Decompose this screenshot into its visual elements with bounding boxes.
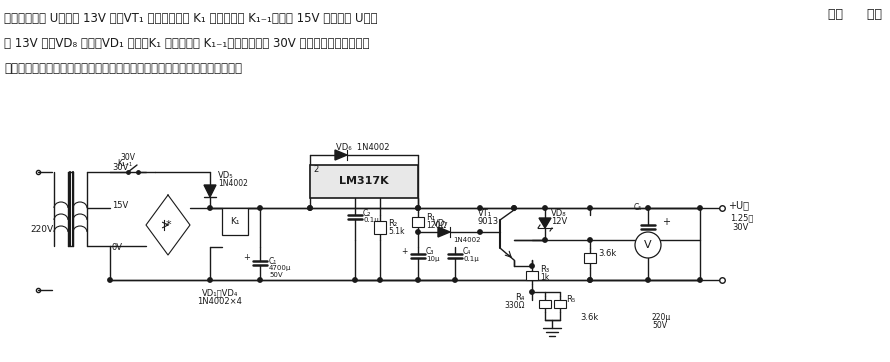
Bar [412, 217, 424, 227]
Circle shape [377, 278, 382, 282]
Text: V: V [644, 240, 651, 250]
Bar [554, 300, 566, 308]
Text: R₃: R₃ [540, 265, 549, 274]
Text: VD₈: VD₈ [551, 209, 567, 218]
Text: VT₁: VT₁ [478, 210, 492, 219]
Circle shape [258, 278, 263, 282]
Text: 的电路中，当 U。小于 13V 时，VT₁ 截止，继电器 K₁ 释放，触点 K₁₋₁与交流 15V 连接；当 U。大: 的电路中，当 U。小于 13V 时，VT₁ 截止，继电器 K₁ 释放，触点 K₁… [4, 12, 377, 25]
Circle shape [543, 206, 547, 210]
Text: 在图      所示: 在图 所示 [828, 8, 882, 21]
Text: R₅: R₅ [566, 295, 575, 304]
Circle shape [478, 206, 482, 210]
Text: 1N4002: 1N4002 [453, 237, 481, 243]
Text: 0.1μ: 0.1μ [363, 217, 379, 223]
Text: 15V: 15V [112, 201, 128, 210]
Text: 1.25～: 1.25～ [730, 214, 753, 223]
Text: 1k: 1k [540, 274, 549, 282]
Text: C₅: C₅ [634, 203, 642, 212]
Text: 3.6k: 3.6k [580, 313, 598, 323]
Circle shape [587, 278, 592, 282]
Circle shape [207, 278, 212, 282]
Text: 50V: 50V [652, 321, 667, 331]
Text: 2: 2 [313, 164, 319, 173]
Text: C₁: C₁ [269, 257, 278, 265]
Text: 1N4002×4: 1N4002×4 [198, 298, 242, 307]
Text: +U。: +U。 [728, 200, 749, 210]
Text: 30V: 30V [112, 163, 128, 172]
Text: 10μ: 10μ [426, 256, 440, 262]
Circle shape [587, 278, 592, 282]
Circle shape [308, 206, 312, 210]
Circle shape [258, 206, 263, 210]
Circle shape [308, 206, 312, 210]
Circle shape [530, 264, 534, 268]
Circle shape [416, 278, 420, 282]
Text: 0V: 0V [112, 244, 123, 253]
Text: LM317K: LM317K [339, 177, 389, 186]
Text: K₁₋₁: K₁₋₁ [117, 159, 133, 168]
Text: 30V: 30V [120, 152, 135, 161]
Text: 220μ: 220μ [652, 313, 671, 323]
Circle shape [207, 206, 212, 210]
Text: VD₇: VD₇ [433, 219, 449, 227]
Text: VD₆  1N4002: VD₆ 1N4002 [336, 143, 390, 152]
Text: R₄: R₄ [515, 294, 525, 303]
Text: 330Ω: 330Ω [505, 302, 525, 311]
Text: VD₅: VD₅ [218, 172, 233, 181]
Text: 30V: 30V [732, 223, 748, 232]
Bar [526, 270, 538, 279]
Polygon shape [204, 185, 216, 197]
Text: 0.1μ: 0.1μ [463, 256, 479, 262]
Circle shape [416, 206, 420, 210]
Bar [539, 300, 551, 308]
Text: C₂: C₂ [363, 209, 371, 218]
Circle shape [698, 278, 702, 282]
Circle shape [512, 206, 516, 210]
Circle shape [530, 290, 534, 294]
Circle shape [635, 232, 661, 258]
Circle shape [646, 206, 651, 210]
Text: 1N4002: 1N4002 [218, 180, 248, 189]
Bar [584, 253, 596, 263]
Text: +: + [401, 248, 408, 257]
Text: 220V: 220V [30, 226, 53, 235]
Polygon shape [438, 227, 450, 237]
Text: +: + [662, 217, 670, 227]
Circle shape [478, 230, 482, 234]
Text: 流输入电压，既满足了输入电压大范围变动的要求，又不使稳压器功耗过大。: 流输入电压，既满足了输入电压大范围变动的要求，又不使稳压器功耗过大。 [4, 62, 242, 75]
Text: 120Ω: 120Ω [426, 222, 446, 231]
Circle shape [352, 278, 357, 282]
Text: R₁: R₁ [426, 214, 435, 223]
Circle shape [587, 238, 592, 242]
Text: 9013: 9013 [478, 218, 499, 227]
Text: 5.1k: 5.1k [388, 227, 404, 236]
Circle shape [698, 206, 702, 210]
Bar [374, 221, 386, 234]
Circle shape [453, 278, 457, 282]
Text: 4700μ: 4700μ [269, 265, 291, 271]
Text: *: * [166, 220, 171, 230]
Circle shape [646, 278, 651, 282]
Circle shape [108, 278, 112, 282]
Text: 50V: 50V [269, 272, 283, 278]
Polygon shape [335, 150, 347, 160]
Circle shape [416, 206, 420, 210]
Circle shape [543, 238, 547, 242]
Polygon shape [539, 218, 551, 228]
Bar [222, 208, 248, 235]
Text: 12V: 12V [551, 216, 567, 226]
Bar [310, 165, 418, 198]
Text: R₂: R₂ [388, 219, 397, 227]
Circle shape [512, 206, 516, 210]
Text: K₁: K₁ [231, 217, 239, 226]
Circle shape [587, 206, 592, 210]
Text: VD₁～VD₄: VD₁～VD₄ [202, 289, 239, 298]
Circle shape [416, 230, 420, 234]
Text: C₃: C₃ [426, 248, 434, 257]
Text: 3.6k: 3.6k [598, 249, 616, 258]
Text: 于 13V 时，VD₈ 击穿，VD₁ 饱和，K₁ 吸合，触点 K₁₋₁转换至与交流 30V 连接。这样自动切换交: 于 13V 时，VD₈ 击穿，VD₁ 饱和，K₁ 吸合，触点 K₁₋₁转换至与交… [4, 37, 369, 50]
Text: +: + [243, 253, 250, 262]
Text: C₄: C₄ [463, 248, 471, 257]
